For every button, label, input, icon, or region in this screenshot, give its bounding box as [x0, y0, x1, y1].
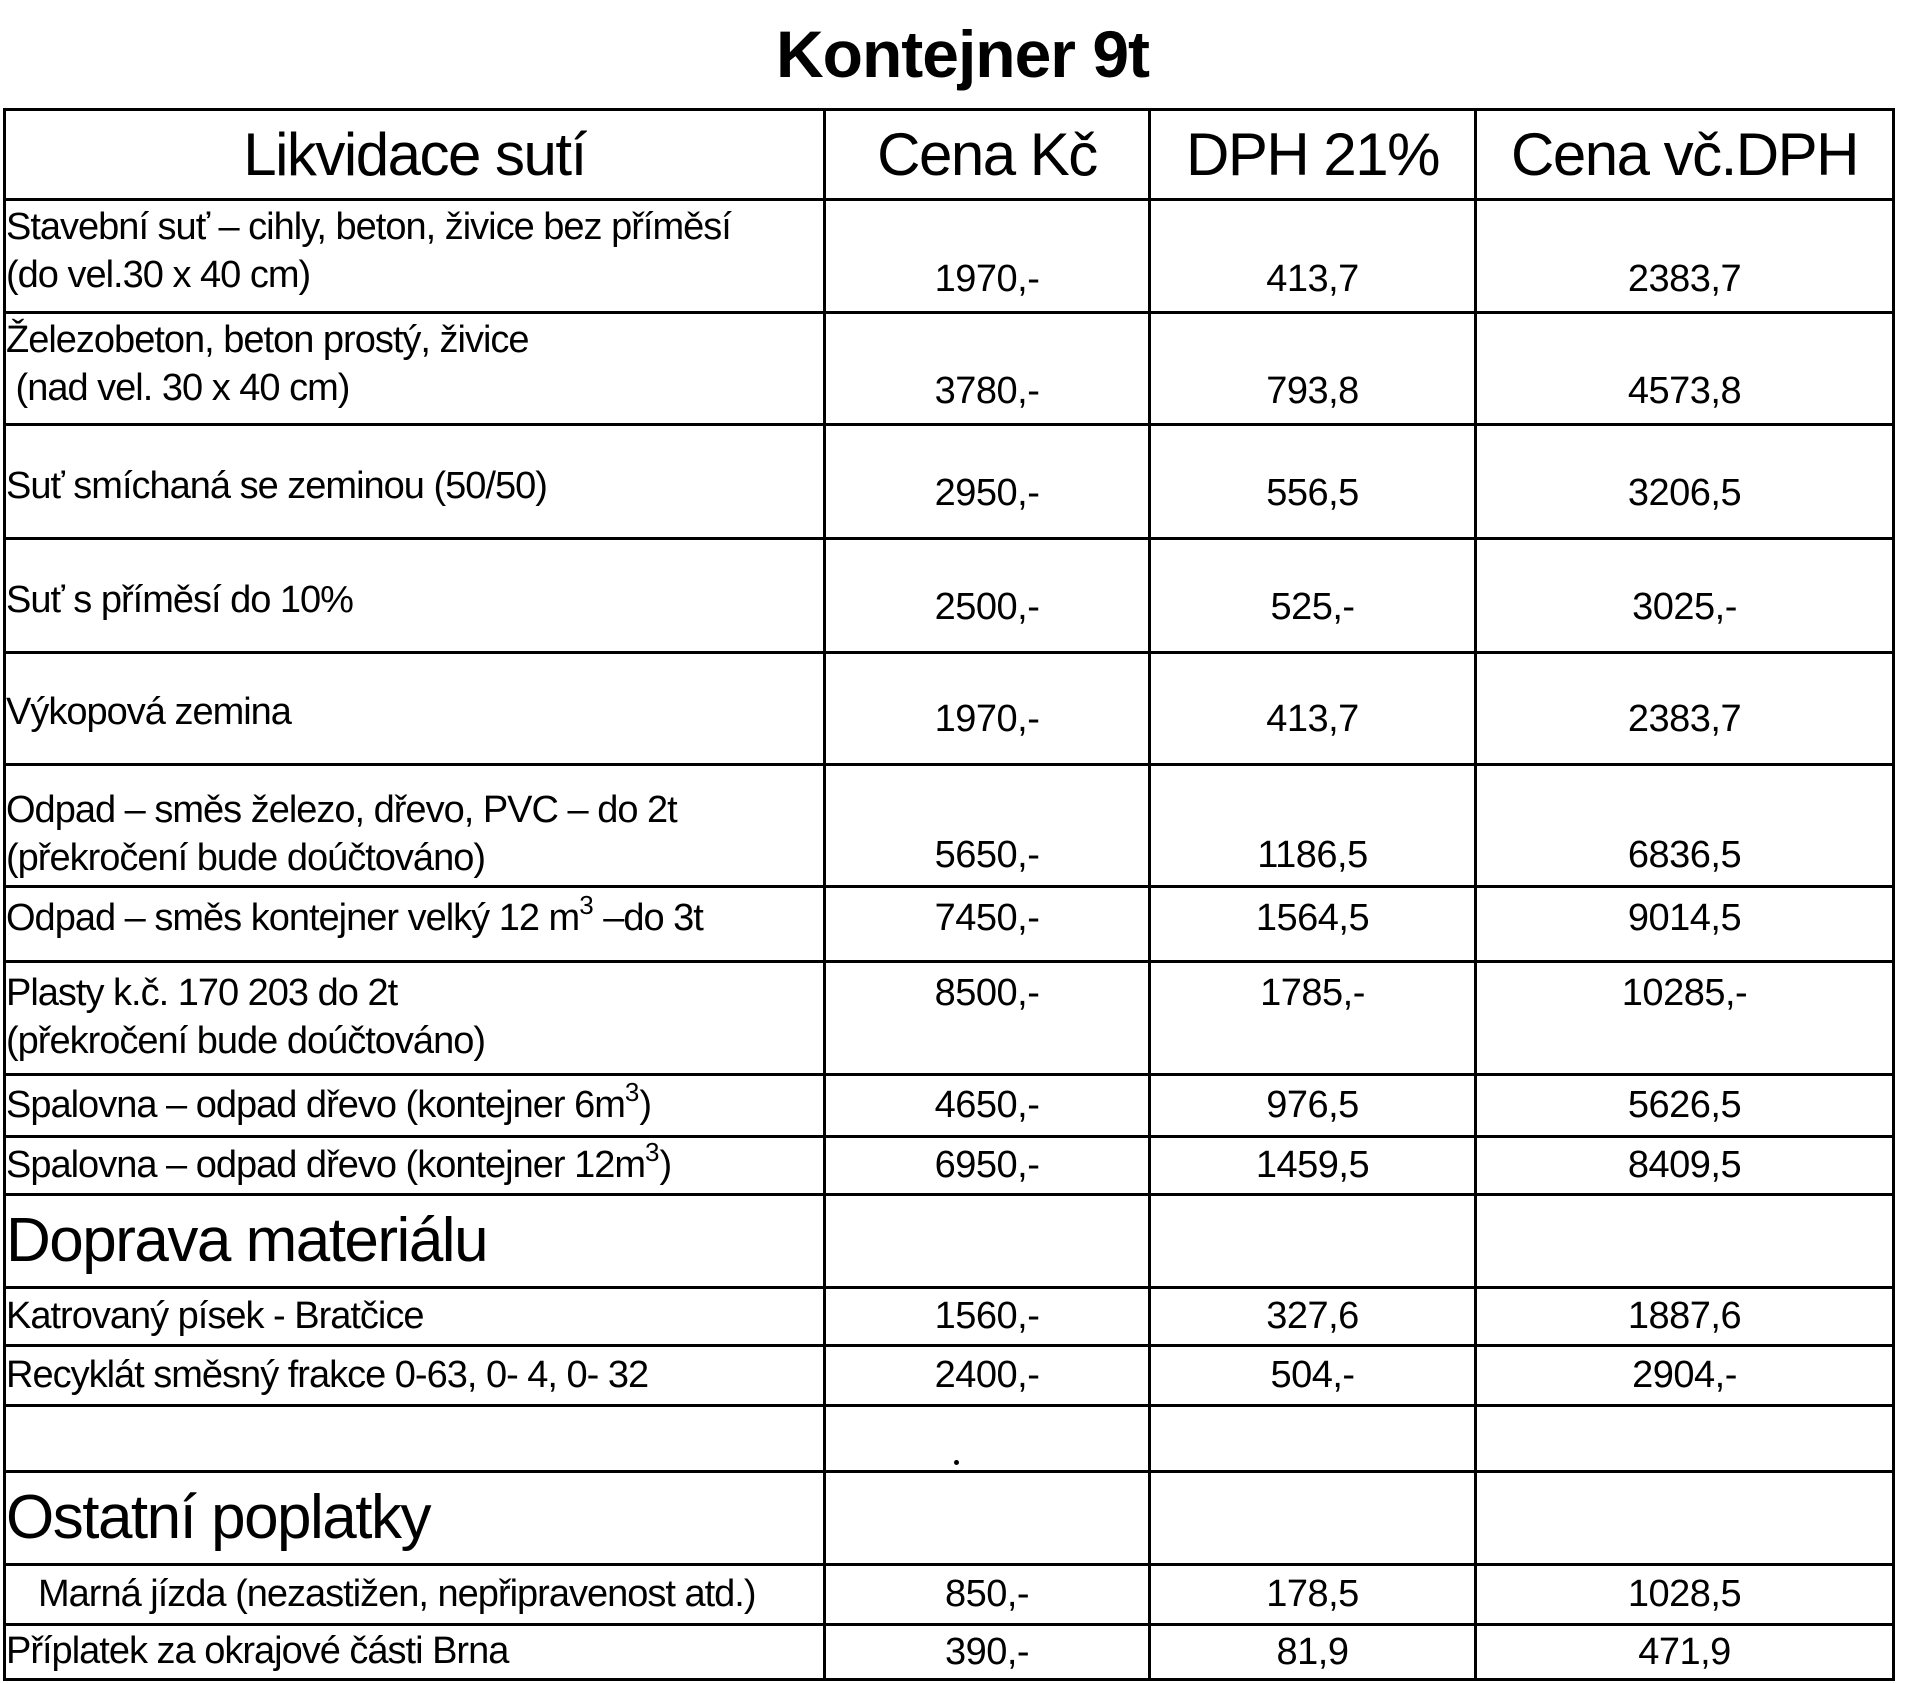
price-cell: 5650,- [823, 763, 1151, 888]
vat-cell: 413,7 [1148, 651, 1477, 766]
table-row: Marná jízda (nezastižen, nepřipravenost … [3, 1563, 1895, 1626]
price-cell [823, 1193, 1151, 1289]
price-cell: 2500,- [823, 537, 1151, 654]
total-cell: 10285,- [1474, 960, 1895, 1076]
total-cell: 2383,7 [1474, 198, 1895, 314]
service-label: Stavební suť – cihly, beton, živice bez … [3, 198, 826, 314]
column-header-price: Cena Kč [823, 108, 1151, 201]
vat-cell: 556,5 [1148, 423, 1477, 540]
total-cell: 9014,5 [1474, 885, 1895, 963]
column-header-service: Likvidace sutí [3, 108, 826, 201]
price-cell: 2950,- [823, 423, 1151, 540]
service-label: Spalovna – odpad dřevo (kontejner 12m3) [3, 1135, 826, 1196]
price-cell: 1970,- [823, 651, 1151, 766]
table-row: Železobeton, beton prostý, živice (nad v… [3, 311, 1895, 426]
total-cell [1474, 1470, 1895, 1566]
service-label: Spalovna – odpad dřevo (kontejner 6m3) [3, 1073, 826, 1138]
price-cell: 3780,- [823, 311, 1151, 426]
price-cell: 2400,- [823, 1344, 1151, 1407]
superscript: 3 [579, 890, 594, 920]
service-label: Příplatek za okrajové části Brna [3, 1623, 826, 1681]
vat-cell: 327,6 [1148, 1286, 1477, 1347]
superscript: 3 [645, 1136, 660, 1167]
total-cell: 3206,5 [1474, 423, 1895, 540]
price-cell [823, 1404, 1151, 1473]
vat-cell: 793,8 [1148, 311, 1477, 426]
price-cell: 390,- [823, 1623, 1151, 1681]
service-label: Odpad – směs železo, dřevo, PVC – do 2t … [3, 763, 826, 888]
table-row: Odpad – směs železo, dřevo, PVC – do 2t … [3, 763, 1895, 888]
table-header-row: Likvidace sutí Cena Kč DPH 21% Cena vč.D… [3, 108, 1895, 201]
price-table: Likvidace sutí Cena Kč DPH 21% Cena vč.D… [3, 108, 1895, 1681]
total-cell: 471,9 [1474, 1623, 1895, 1681]
total-cell: 1887,6 [1474, 1286, 1895, 1347]
section-heading: Doprava materiálu [3, 1193, 826, 1289]
column-header-price-incl-vat: Cena vč.DPH [1474, 108, 1895, 201]
vat-cell: 1564,5 [1148, 885, 1477, 963]
price-cell: 6950,- [823, 1135, 1151, 1196]
vat-cell: 976,5 [1148, 1073, 1477, 1138]
price-cell [823, 1470, 1151, 1566]
vat-cell: 1785,- [1148, 960, 1477, 1076]
service-label: Suť smíchaná se zeminou (50/50) [3, 423, 826, 540]
total-cell [1474, 1193, 1895, 1289]
page-title: Kontejner 9t [775, 17, 1150, 91]
empty-row [3, 1404, 1895, 1473]
total-cell: 6836,5 [1474, 763, 1895, 888]
superscript: 3 [624, 1076, 640, 1107]
vat-cell: 1459,5 [1148, 1135, 1477, 1196]
service-label: Marná jízda (nezastižen, nepřipravenost … [3, 1563, 826, 1626]
vat-cell: 525,- [1148, 537, 1477, 654]
table-row: Suť smíchaná se zeminou (50/50) 2950,- 5… [3, 423, 1895, 540]
service-label: Odpad – směs kontejner velký 12 m3 –do 3… [3, 885, 826, 963]
service-label: Železobeton, beton prostý, živice (nad v… [3, 311, 826, 426]
section-row: Ostatní poplatky [3, 1470, 1895, 1566]
section-row: Doprava materiálu [3, 1193, 1895, 1289]
price-cell: 850,- [823, 1563, 1151, 1626]
vat-cell: 504,- [1148, 1344, 1477, 1407]
vat-cell: 1186,5 [1148, 763, 1477, 888]
vat-cell: 178,5 [1148, 1563, 1477, 1626]
table-row: Katrovaný písek - Bratčice 1560,- 327,6 … [3, 1286, 1895, 1347]
total-cell: 8409,5 [1474, 1135, 1895, 1196]
stray-dot [954, 1460, 959, 1465]
table-row: Výkopová zemina 1970,- 413,7 2383,7 [3, 651, 1895, 766]
table-row: Spalovna – odpad dřevo (kontejner 6m3) 4… [3, 1073, 1895, 1138]
service-label: Katrovaný písek - Bratčice [3, 1286, 826, 1347]
total-cell: 5626,5 [1474, 1073, 1895, 1138]
price-cell: 1560,- [823, 1286, 1151, 1347]
column-header-vat: DPH 21% [1148, 108, 1477, 201]
price-cell: 8500,- [823, 960, 1151, 1076]
total-cell: 2383,7 [1474, 651, 1895, 766]
price-cell: 4650,- [823, 1073, 1151, 1138]
total-cell: 1028,5 [1474, 1563, 1895, 1626]
price-cell: 7450,- [823, 885, 1151, 963]
total-cell: 3025,- [1474, 537, 1895, 654]
vat-cell [1148, 1470, 1477, 1566]
service-label: Suť s příměsí do 10% [3, 537, 826, 654]
table-row: Suť s příměsí do 10% 2500,- 525,- 3025,- [3, 537, 1895, 654]
table-row: Recyklát směsný frakce 0-63, 0- 4, 0- 32… [3, 1344, 1895, 1407]
table-row: Stavební suť – cihly, beton, živice bez … [3, 198, 1895, 314]
vat-cell: 81,9 [1148, 1623, 1477, 1681]
total-cell: 4573,8 [1474, 311, 1895, 426]
service-label [3, 1404, 826, 1473]
service-label: Výkopová zemina [3, 651, 826, 766]
section-heading: Ostatní poplatky [3, 1470, 826, 1566]
vat-cell: 413,7 [1148, 198, 1477, 314]
vat-cell [1148, 1404, 1477, 1473]
table-row: Plasty k.č. 170 203 do 2t (překročení bu… [3, 960, 1895, 1076]
total-cell [1474, 1404, 1895, 1473]
vat-cell [1148, 1193, 1477, 1289]
price-cell: 1970,- [823, 198, 1151, 314]
table-row: Odpad – směs kontejner velký 12 m3 –do 3… [3, 885, 1895, 963]
table-row: Spalovna – odpad dřevo (kontejner 12m3) … [3, 1135, 1895, 1196]
service-label: Plasty k.č. 170 203 do 2t (překročení bu… [3, 960, 826, 1076]
total-cell: 2904,- [1474, 1344, 1895, 1407]
service-label: Recyklát směsný frakce 0-63, 0- 4, 0- 32 [3, 1344, 826, 1407]
table-row: Příplatek za okrajové části Brna 390,- 8… [3, 1623, 1895, 1681]
